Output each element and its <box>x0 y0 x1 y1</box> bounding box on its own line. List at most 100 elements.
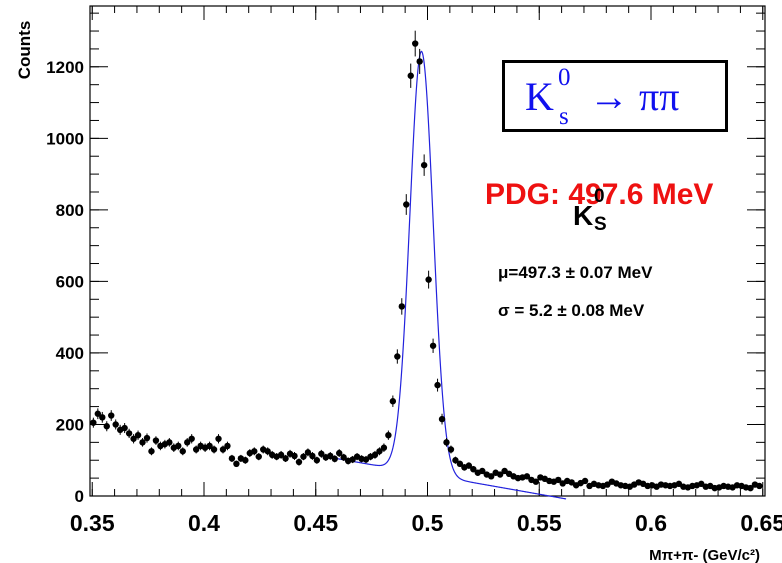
data-point <box>175 442 182 450</box>
data-point <box>479 467 486 475</box>
data-point <box>371 451 379 459</box>
data-point <box>206 442 213 450</box>
data-point <box>452 457 459 464</box>
x-tick-label: 0.55 <box>517 510 562 536</box>
y-tick-label: 200 <box>56 415 84 434</box>
x-tick-label: 0.65 <box>740 510 782 536</box>
data-point <box>380 444 388 451</box>
data-point <box>447 446 455 453</box>
data-point <box>134 431 142 439</box>
y-axis-title: Counts <box>15 21 34 80</box>
data-point <box>143 434 151 442</box>
fit-curve-layer <box>320 50 567 500</box>
data-point <box>756 482 763 490</box>
decay-products: → ππ <box>589 74 680 119</box>
decay-k: K <box>525 74 554 119</box>
y-tick-label: 600 <box>56 272 84 291</box>
data-point <box>420 161 428 169</box>
data-point <box>188 435 195 442</box>
data-point <box>434 381 441 389</box>
y-tick-label: 1200 <box>46 58 84 77</box>
data-point <box>94 410 102 417</box>
x-tick-label: 0.35 <box>70 510 115 536</box>
data-point <box>90 419 97 426</box>
data-point <box>496 471 504 478</box>
x-tick-label: 0.5 <box>412 510 444 536</box>
data-point <box>99 414 106 421</box>
data-point <box>340 454 347 461</box>
ks-k: K <box>573 200 594 231</box>
decay-superscript: 0 <box>558 64 571 91</box>
data-point <box>277 451 285 459</box>
x-axis-title: Mπ+π- (GeV/c²) <box>649 547 760 563</box>
x-tick-label: 0.45 <box>293 510 338 536</box>
data-point <box>219 446 227 453</box>
data-point <box>179 448 186 455</box>
data-point <box>398 303 405 310</box>
data-point <box>224 442 231 450</box>
axis-ticks <box>90 6 765 497</box>
data-point <box>581 477 589 485</box>
data-point <box>336 449 343 457</box>
pdg-mass-label: PDG: 497.6 MeV <box>485 178 714 211</box>
data-point <box>103 423 110 430</box>
fit-curve <box>320 50 567 500</box>
data-point <box>425 276 432 283</box>
data-point <box>255 453 262 460</box>
ks-label: K 0 S <box>573 186 607 235</box>
data-point <box>309 452 316 460</box>
tick-labels: 0.35 0.4 0.45 0.5 0.55 0.6 0.65 0 200 400 600 800 10… <box>46 58 782 536</box>
data-point <box>465 462 473 469</box>
mean-fit-label: μ=497.3 ± 0.07 MeV <box>498 263 653 282</box>
data-point <box>304 449 312 456</box>
data-point <box>300 453 307 460</box>
data-point <box>125 430 133 437</box>
decay-legend-box: K 0 s → ππ <box>502 60 728 132</box>
data-point <box>166 439 173 446</box>
data-point <box>192 446 200 453</box>
y-tick-label: 0 <box>75 487 84 506</box>
data-point <box>429 342 437 349</box>
data-point <box>313 457 321 464</box>
data-point <box>152 437 160 444</box>
data-point <box>264 448 271 455</box>
data-point <box>376 448 383 455</box>
data-point <box>456 460 464 468</box>
x-tick-label: 0.4 <box>188 510 220 536</box>
data-point <box>112 421 119 428</box>
data-point <box>139 439 146 446</box>
data-point <box>210 446 218 453</box>
ks-superscript: 0 <box>594 186 605 207</box>
data-point <box>215 435 222 442</box>
data-point <box>295 458 303 466</box>
data-point <box>148 448 155 455</box>
data-point <box>747 484 754 492</box>
data-point <box>523 473 531 480</box>
y-tick-label: 800 <box>56 201 84 220</box>
data-point <box>416 58 423 65</box>
y-tick-label: 400 <box>56 344 84 363</box>
data-point <box>184 439 191 446</box>
data-point <box>121 424 128 432</box>
y-tick-label: 1000 <box>46 129 84 148</box>
data-point <box>233 460 240 468</box>
data-point <box>108 412 115 419</box>
data-point <box>412 40 419 47</box>
data-point <box>532 478 540 485</box>
data-point <box>385 431 392 439</box>
data-point <box>488 473 495 480</box>
data-point <box>228 455 236 462</box>
ks-subscript: S <box>594 214 607 235</box>
data-point <box>331 455 338 463</box>
data-point <box>394 353 401 360</box>
data-point <box>242 457 249 464</box>
data-point <box>251 448 258 455</box>
data-point <box>403 201 410 208</box>
sigma-fit-label: σ = 5.2 ± 0.08 MeV <box>498 301 645 320</box>
x-tick-label: 0.6 <box>635 510 667 536</box>
data-point <box>291 452 298 460</box>
data-point <box>407 72 414 79</box>
data-point <box>470 465 477 473</box>
data-point <box>282 455 289 462</box>
